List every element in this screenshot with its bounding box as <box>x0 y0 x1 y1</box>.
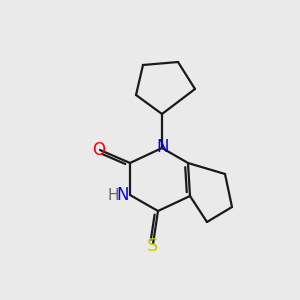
Text: S: S <box>147 237 159 255</box>
Text: H: H <box>107 188 119 203</box>
Text: O: O <box>92 141 106 159</box>
Text: N: N <box>116 186 129 204</box>
Text: N: N <box>157 138 169 156</box>
